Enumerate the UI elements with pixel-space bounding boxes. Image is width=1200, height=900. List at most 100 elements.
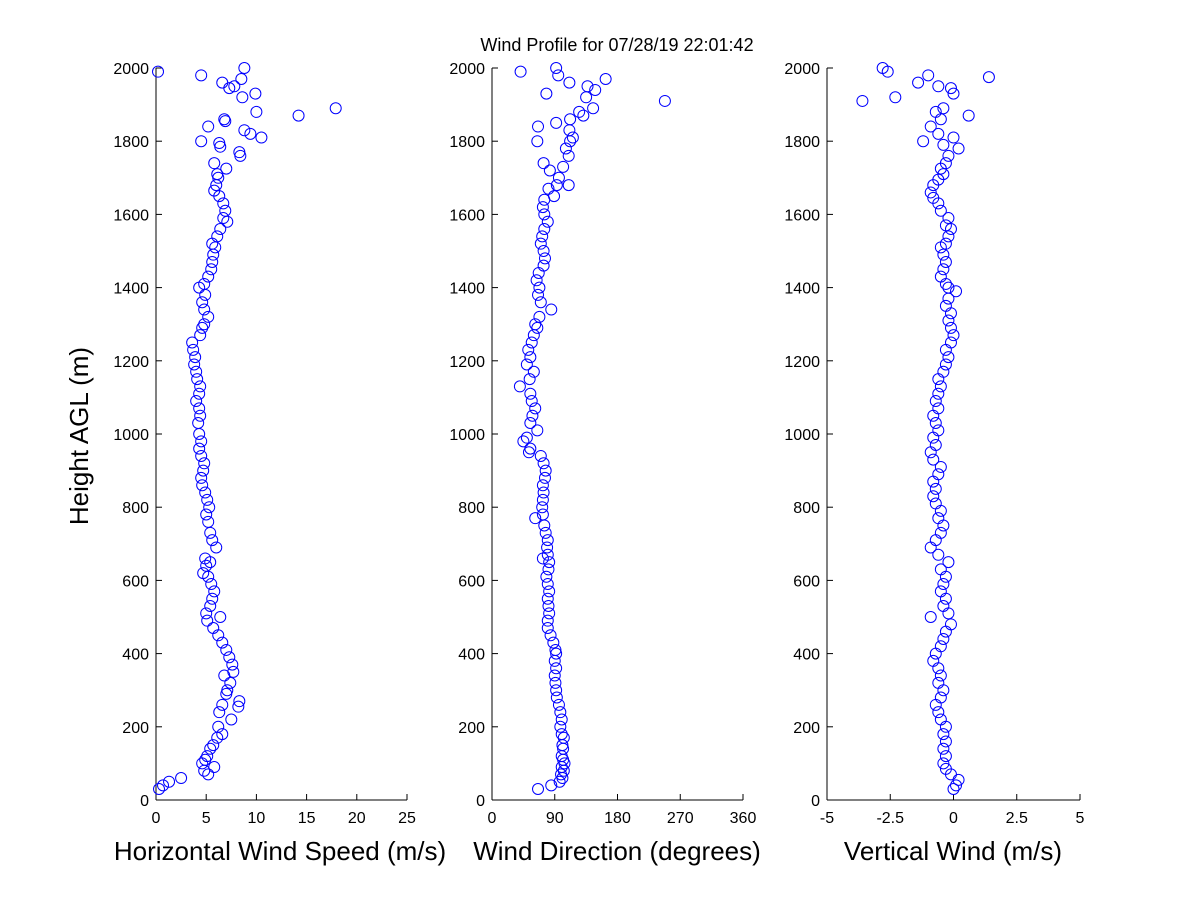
speed-data-point <box>208 184 221 197</box>
speed-data-point <box>198 303 211 316</box>
speed-data-point <box>216 76 229 89</box>
speed-panel: 0 200 400 600 800 1000 1200 1400 1600 1800 2000 0 5 1… <box>113 61 446 866</box>
vertical-wind-data-point <box>944 321 957 334</box>
y-axis-title: Height AGL (m) <box>64 347 94 525</box>
vertical-wind-data-point <box>937 600 950 613</box>
direction-data-point <box>523 373 536 386</box>
vertical-wind-data-point <box>917 135 930 148</box>
vertical-wind-data-point <box>947 783 960 796</box>
vertical-wind-data-point <box>932 512 945 525</box>
vertical-wind-y-tick-label: 1800 <box>784 134 820 151</box>
direction-data-point <box>529 512 542 525</box>
speed-data-point <box>203 501 216 514</box>
speed-data-point <box>218 113 231 126</box>
vertical-wind-x-tick-label: -2.5 <box>876 810 904 827</box>
direction-data-point <box>524 351 537 364</box>
direction-data-point <box>532 783 545 796</box>
speed-data-point <box>193 402 206 415</box>
vertical-wind-y-tick-label: 600 <box>793 573 820 590</box>
speed-data-point <box>205 263 218 276</box>
speed-data-point <box>198 318 211 331</box>
speed-data-point <box>214 223 227 236</box>
vertical-wind-data-point <box>950 285 963 298</box>
direction-data-point <box>538 252 551 265</box>
speed-data-point <box>187 343 200 356</box>
vertical-wind-data-point <box>937 578 950 591</box>
vertical-wind-data-point <box>934 380 947 393</box>
vertical-wind-data-point <box>934 713 947 726</box>
direction-data-point <box>541 534 554 547</box>
vertical-wind-data-point <box>942 212 955 225</box>
speed-x-tick-label: 25 <box>398 810 416 827</box>
vertical-wind-x-axis-title: Vertical Wind (m/s) <box>844 836 1062 866</box>
direction-data-point <box>527 365 540 378</box>
direction-data-point <box>549 676 562 689</box>
direction-x-tick-label: 90 <box>546 810 564 827</box>
vertical-wind-data-point <box>929 105 942 118</box>
speed-data-point <box>195 135 208 148</box>
direction-data-point <box>552 69 565 82</box>
vertical-wind-data-point <box>927 191 940 204</box>
vertical-wind-data-point <box>937 757 950 770</box>
speed-x-tick-label: 20 <box>348 810 366 827</box>
direction-data-point <box>537 245 550 257</box>
direction-data-point <box>537 157 550 170</box>
direction-data-point <box>541 578 554 591</box>
speed-data-point <box>202 768 215 781</box>
speed-data-point <box>210 541 223 554</box>
speed-y-tick-label: 800 <box>122 500 149 517</box>
vertical-wind-data-point <box>944 82 957 95</box>
vertical-wind-panel: 0 200 400 600 800 1000 1200 1400 1600 1800 2000 -5 -… <box>784 61 1084 866</box>
direction-data-point <box>550 691 563 704</box>
direction-data-point <box>536 201 549 214</box>
speed-data-point <box>221 684 234 697</box>
vertical-wind-data-point <box>934 563 947 576</box>
vertical-wind-data-point <box>934 460 947 473</box>
vertical-wind-x-tick-label: 2.5 <box>1006 810 1028 827</box>
direction-data-point <box>550 179 563 192</box>
figure-title: Wind Profile for 07/28/19 22:01:42 <box>480 35 753 55</box>
vertical-wind-data-point <box>947 131 960 144</box>
vertical-wind-data-point <box>912 76 925 89</box>
vertical-wind-data-point <box>937 102 950 115</box>
speed-data-point <box>195 435 208 448</box>
speed-data-point <box>220 162 233 175</box>
direction-data-point <box>564 113 577 126</box>
direction-y-tick-label: 200 <box>458 720 485 737</box>
speed-data-point <box>224 676 237 689</box>
direction-y-tick-label: 2000 <box>449 61 485 78</box>
speed-y-tick-label: 1000 <box>113 427 149 444</box>
direction-data-point <box>534 296 547 309</box>
vertical-wind-data-point <box>929 497 942 510</box>
direction-data-point <box>547 636 560 649</box>
direction-data-point <box>566 131 579 144</box>
direction-data-point <box>552 171 565 184</box>
speed-data-point <box>233 695 246 708</box>
speed-data-point <box>195 471 208 484</box>
speed-data-point <box>208 761 221 774</box>
vertical-wind-x-tick-label: -5 <box>820 810 834 827</box>
direction-data-point <box>550 62 563 74</box>
direction-data-point <box>530 274 543 287</box>
speed-data-point <box>201 750 214 763</box>
speed-x-axis-title: Horizontal Wind Speed (m/s) <box>114 836 446 866</box>
speed-data-point <box>190 365 203 378</box>
direction-y-tick-label: 1400 <box>449 281 485 298</box>
direction-data-point <box>589 83 602 96</box>
speed-data-point <box>244 127 257 140</box>
speed-data-point <box>194 380 207 393</box>
direction-y-tick-label: 1000 <box>449 427 485 444</box>
speed-data-point <box>196 296 209 309</box>
vertical-wind-y-tick-label: 0 <box>811 793 820 810</box>
speed-data-point <box>223 651 236 664</box>
direction-data-point <box>563 76 576 89</box>
direction-y-tick-label: 1200 <box>449 354 485 371</box>
direction-data-point <box>532 120 545 133</box>
vertical-wind-data-point <box>939 237 952 250</box>
direction-data-point <box>536 508 549 521</box>
vertical-wind-data-point <box>937 365 950 378</box>
vertical-wind-data-point <box>929 482 942 495</box>
vertical-wind-data-point <box>942 281 955 294</box>
vertical-wind-data-point <box>937 248 950 261</box>
